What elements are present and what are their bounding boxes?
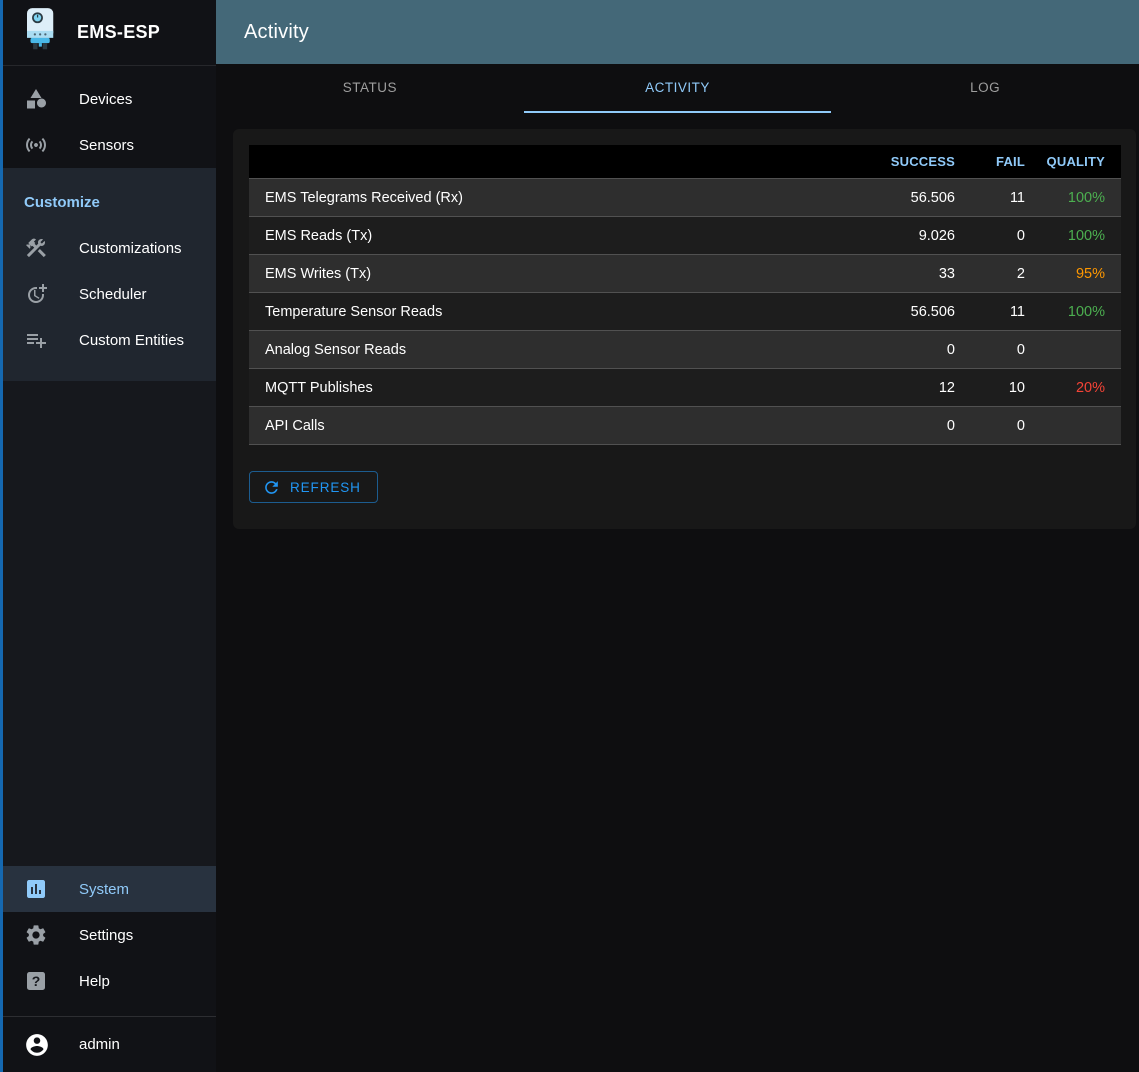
quality-value: 100% [1067, 189, 1105, 206]
counter-name: Temperature Sensor Reads [265, 303, 443, 320]
success-value: 56.506 [910, 303, 955, 320]
counter-name: EMS Reads (Tx) [265, 227, 373, 244]
fail-value: 0 [1016, 417, 1025, 434]
quality-value: 95% [1075, 265, 1105, 282]
sidebar-item-scheduler[interactable]: Scheduler [0, 271, 216, 317]
analytics-icon [24, 877, 48, 901]
tab-bar: STATUS ACTIVITY LOG [216, 64, 1139, 113]
table-row: EMS Writes (Tx) 33 2 95% [249, 255, 1121, 293]
activity-table-body: EMS Telegrams Received (Rx) 56.506 11 10… [249, 179, 1121, 445]
fail-value: 0 [1016, 227, 1025, 244]
success-value: 0 [946, 417, 955, 434]
success-value: 56.506 [910, 189, 955, 206]
refresh-button-label: REFRESH [290, 479, 361, 495]
success-value: 33 [938, 265, 955, 282]
svg-text:?: ? [32, 973, 41, 989]
sidebar-item-settings[interactable]: Settings [0, 912, 216, 958]
sidebar-item-custom-entities[interactable]: Custom Entities [0, 317, 216, 363]
section-header: Customize [24, 194, 100, 211]
counter-name: Analog Sensor Reads [265, 341, 407, 358]
column-header-fail: FAIL [996, 154, 1025, 169]
app-logo-row: EMS-ESP [0, 0, 216, 66]
sidebar-item-label: Custom Entities [79, 331, 185, 349]
account-circle-icon [24, 1032, 50, 1058]
sidebar-divider [0, 1016, 216, 1017]
sidebar-item-label: Help [79, 972, 110, 990]
activity-table: SUCCESS FAIL QUALITY EMS Telegrams Recei… [249, 145, 1121, 445]
playlist-add-icon [24, 328, 48, 352]
sidebar-item-label: Devices [79, 90, 133, 108]
refresh-icon [262, 478, 281, 497]
app-title: EMS-ESP [77, 22, 161, 42]
sidebar-user[interactable]: admin [0, 1017, 216, 1072]
column-header-quality: QUALITY [1046, 154, 1105, 169]
sidebar-spacer: System [0, 381, 216, 912]
tab-activity[interactable]: ACTIVITY [523, 64, 832, 113]
sidebar-item-label: Customizations [79, 239, 182, 257]
sidebar-item-devices[interactable]: Devices [0, 76, 216, 122]
sidebar-item-label: Settings [79, 926, 134, 944]
help-icon: ? [24, 969, 48, 993]
fail-value: 10 [1008, 379, 1025, 396]
activity-card: SUCCESS FAIL QUALITY EMS Telegrams Recei… [233, 129, 1136, 529]
sidebar-item-sensors[interactable]: Sensors [0, 122, 216, 168]
table-row: Analog Sensor Reads 0 0 [249, 331, 1121, 369]
main-content: Activity STATUS ACTIVITY LOG SUCCESS FAI… [216, 0, 1139, 1072]
quality-value: 100% [1067, 227, 1105, 244]
counter-name: MQTT Publishes [265, 379, 373, 396]
user-name: admin [79, 1036, 120, 1053]
success-value: 9.026 [918, 227, 955, 244]
sidebar-section-customize: Customize Customizations Scheduler Custo… [0, 168, 216, 381]
sidebar-item-label: System [79, 880, 130, 898]
sidebar-item-label: Scheduler [79, 285, 147, 303]
table-row: Temperature Sensor Reads 56.506 11 100% [249, 293, 1121, 331]
sidebar-item-label: Sensors [79, 136, 135, 154]
counter-name: API Calls [265, 417, 325, 434]
fail-value: 0 [1016, 341, 1025, 358]
tab-log[interactable]: LOG [970, 80, 1001, 95]
page-title: Activity [244, 20, 309, 43]
appbar: Activity [216, 0, 1139, 64]
quality-value: 20% [1075, 379, 1105, 396]
fail-value: 11 [1009, 189, 1025, 206]
tab-status[interactable]: STATUS [342, 80, 397, 95]
sidebar-item-system[interactable]: System [0, 866, 216, 912]
sidebar-item-help[interactable]: ? Help [0, 958, 216, 1004]
quality-value: 100% [1067, 303, 1105, 320]
counter-name: EMS Telegrams Received (Rx) [265, 189, 463, 206]
more-time-icon [24, 282, 48, 306]
window-edge-strip [0, 0, 3, 1072]
refresh-button[interactable]: REFRESH [249, 471, 378, 503]
success-value: 0 [946, 341, 955, 358]
table-row: MQTT Publishes 12 10 20% [249, 369, 1121, 407]
sensors-icon [24, 133, 48, 157]
table-row: EMS Reads (Tx) 9.026 0 100% [249, 217, 1121, 255]
table-row: API Calls 0 0 [249, 407, 1121, 445]
counter-name: EMS Writes (Tx) [265, 265, 372, 282]
table-row: EMS Telegrams Received (Rx) 56.506 11 10… [249, 179, 1121, 217]
column-header-success: SUCCESS [890, 154, 955, 169]
category-icon [24, 87, 48, 111]
sidebar-item-customizations[interactable]: Customizations [0, 225, 216, 271]
fail-value: 2 [1016, 265, 1025, 282]
gear-icon [24, 923, 48, 947]
sidebar: EMS-ESP Devices Sensors Customize [0, 0, 216, 1072]
table-header-row: SUCCESS FAIL QUALITY [249, 145, 1121, 179]
fail-value: 11 [1009, 303, 1025, 320]
boiler-icon [20, 6, 62, 59]
success-value: 12 [938, 379, 955, 396]
sidebar-nav-top: Devices Sensors [0, 66, 216, 168]
construction-icon [24, 236, 48, 260]
